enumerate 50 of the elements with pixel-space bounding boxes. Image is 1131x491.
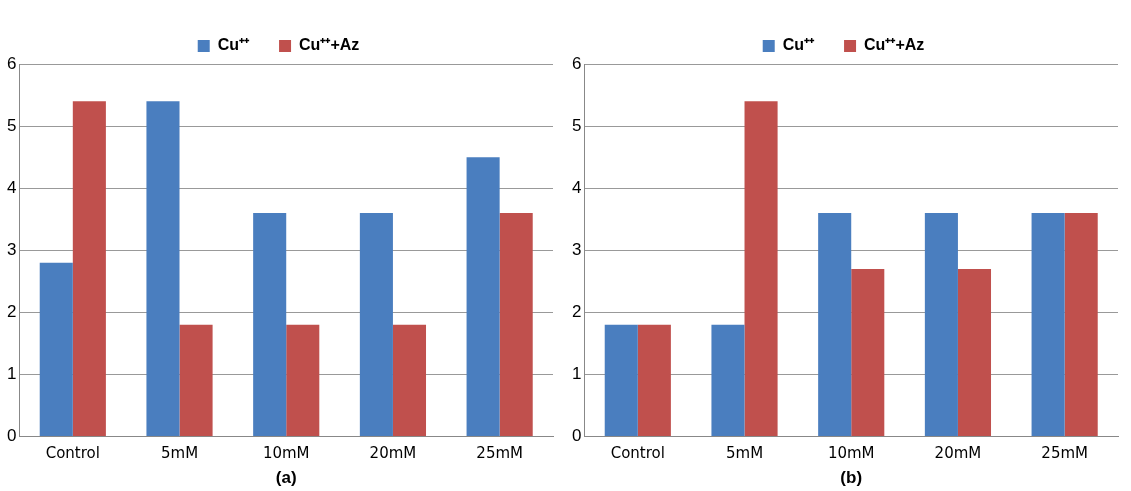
y-tick-label: 0 bbox=[6, 426, 17, 446]
bar bbox=[711, 324, 745, 437]
y-tick-label: 1 bbox=[571, 364, 582, 384]
bar bbox=[179, 324, 213, 437]
bar bbox=[253, 213, 287, 437]
bar bbox=[957, 268, 992, 437]
bar bbox=[851, 268, 885, 437]
x-tick-label: 25mM bbox=[476, 444, 523, 463]
x-tick-label: Control bbox=[610, 444, 665, 463]
bar bbox=[286, 324, 320, 437]
legend-label: Cu⁺⁺ bbox=[217, 36, 251, 54]
legend-label: Cu⁺⁺+Az bbox=[864, 36, 925, 54]
bar bbox=[359, 213, 393, 437]
bar bbox=[146, 101, 180, 437]
y-tick-label: 0 bbox=[571, 426, 582, 446]
bar bbox=[1031, 213, 1065, 437]
bar bbox=[744, 101, 778, 437]
x-tick-label: 5mM bbox=[725, 444, 764, 463]
y-tick-label: 5 bbox=[571, 115, 582, 135]
x-tick-label: 20mM bbox=[369, 444, 417, 463]
x-tick-label: Control bbox=[45, 444, 100, 463]
y-tick-label: 3 bbox=[6, 239, 17, 259]
bar bbox=[637, 324, 671, 437]
x-tick-label: 10mM bbox=[827, 444, 875, 463]
legend-label: Cu⁺⁺+Az bbox=[299, 36, 360, 54]
y-tick-label: 2 bbox=[6, 302, 17, 322]
y-tick-label: 5 bbox=[6, 115, 17, 135]
y-tick-label: 4 bbox=[571, 177, 582, 197]
x-axis-title: (b) bbox=[840, 468, 863, 488]
bar bbox=[39, 262, 73, 437]
bar bbox=[499, 213, 533, 437]
y-tick-label: 6 bbox=[6, 53, 17, 73]
x-tick-label: 5mM bbox=[160, 444, 199, 463]
bar bbox=[818, 213, 852, 437]
bar bbox=[392, 324, 427, 437]
x-axis-title: (a) bbox=[275, 468, 297, 488]
bar bbox=[1064, 213, 1098, 437]
y-tick-label: 3 bbox=[571, 239, 582, 259]
y-tick-label: 1 bbox=[6, 364, 17, 384]
bar bbox=[604, 324, 638, 437]
y-tick-label: 4 bbox=[6, 177, 17, 197]
x-tick-label: 25mM bbox=[1041, 444, 1088, 463]
x-tick-label: 20mM bbox=[934, 444, 982, 463]
bar bbox=[72, 101, 106, 437]
legend-label: Cu⁺⁺ bbox=[782, 36, 816, 54]
y-tick-label: 2 bbox=[571, 302, 582, 322]
bar bbox=[924, 213, 958, 437]
x-tick-label: 10mM bbox=[262, 444, 310, 463]
y-tick-label: 6 bbox=[571, 53, 582, 73]
bar bbox=[466, 157, 500, 437]
